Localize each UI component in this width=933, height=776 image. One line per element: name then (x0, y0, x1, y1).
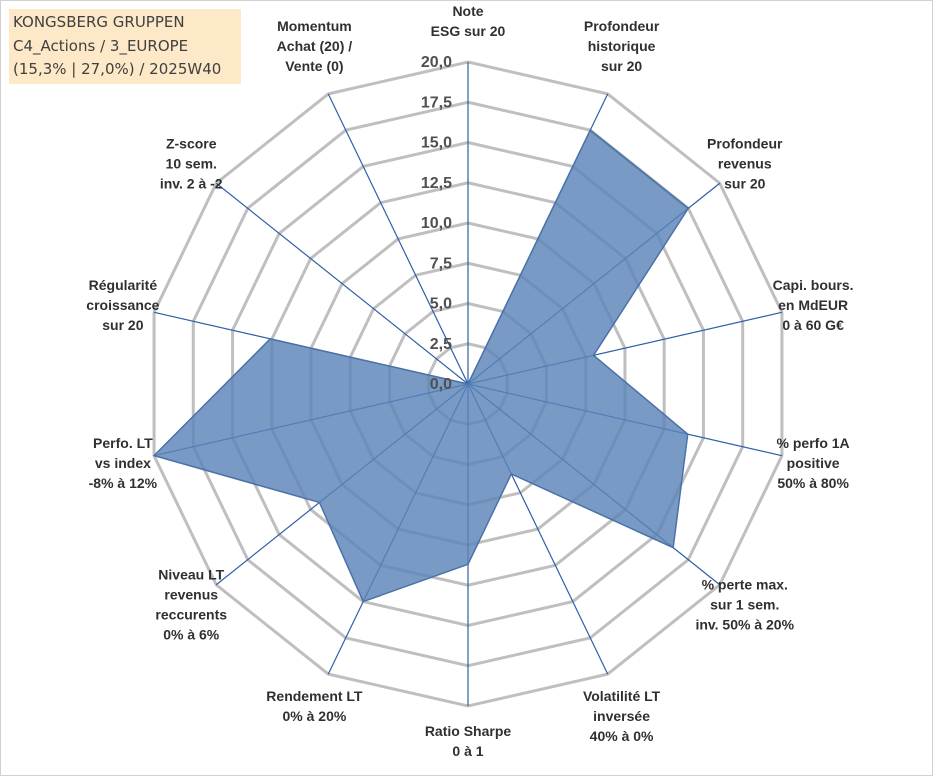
axis-label-line: reccurents (155, 607, 227, 623)
axis-label: Régularité croissance sur 20 (86, 277, 159, 333)
axis-label-line: 0% à 6% (163, 627, 220, 643)
axis-label-line: Rendement LT (266, 688, 363, 704)
axis-label-line: Profondeur (707, 135, 783, 151)
axis-label-line: 0 à 60 G€ (782, 317, 844, 333)
axis-spoke (327, 93, 469, 385)
tick-label: 7,5 (430, 255, 452, 272)
axis-label-line: vs index (95, 455, 151, 471)
axis-label: Perfo. LT vs index -8% à 12% (89, 435, 158, 491)
axis-spoke (215, 182, 469, 385)
axis-label-line: 0 à 1 (452, 743, 483, 759)
axis-label: Niveau LT revenus reccurents 0% à 6% (155, 567, 227, 643)
axis-label-line: Ratio Sharpe (425, 723, 512, 739)
axis-label-line: revenus (164, 587, 218, 603)
axis-label: % perte max. sur 1 sem. inv. 50% à 20% (695, 577, 794, 633)
axis-label-line: sur 1 sem. (710, 597, 779, 613)
axis-label: Profondeur historique sur 20 (584, 18, 660, 74)
info-stats: (15,3% | 27,0%) / 2025W40 (13, 60, 222, 78)
tick-label: 5,0 (430, 296, 452, 313)
tick-label: 10,0 (421, 215, 452, 232)
axis-label-line: sur 20 (601, 58, 642, 74)
axis-label-line: Niveau LT (158, 567, 224, 583)
axis-label-line: Profondeur (584, 18, 660, 34)
axis-label-line: Volatilité LT (583, 688, 661, 704)
axis-label-line: en MdEUR (778, 297, 848, 313)
axis-label-line: -8% à 12% (89, 475, 158, 491)
axis-label: Profondeur revenus sur 20 (707, 135, 783, 191)
axis-label-line: sur 20 (102, 317, 143, 333)
axis-label: Volatilité LT inversée 40% à 0% (583, 688, 661, 744)
tick-label: 15,0 (421, 135, 452, 152)
info-box: KONGSBERG GRUPPEN C4_Actions / 3_EUROPE … (9, 9, 241, 84)
axis-label-line: Z-score (166, 135, 217, 151)
axis-label-line: historique (588, 38, 656, 54)
info-company-name: KONGSBERG GRUPPEN (13, 13, 185, 31)
axis-label: Ratio Sharpe 0 à 1 (425, 723, 512, 759)
tick-label: 20,0 (421, 54, 452, 71)
tick-label: 2,5 (430, 336, 452, 353)
axis-label-line: % perfo 1A (777, 435, 850, 451)
axis-label-line: Note (452, 3, 483, 19)
axis-label: % perfo 1A positive 50% à 80% (777, 435, 850, 491)
axis-label-line: % perte max. (702, 577, 788, 593)
axis-label-line: Régularité (89, 277, 158, 293)
axis-label: Momentum Achat (20) / Vente (0) (277, 18, 353, 74)
axis-label-line: 40% à 0% (590, 728, 654, 744)
tick-label: 0,0 (430, 376, 452, 393)
axis-label-line: Vente (0) (285, 58, 343, 74)
axis-label-line: 50% à 80% (777, 475, 849, 491)
axis-label-line: Capi. bours. (773, 277, 854, 293)
axis-label: Rendement LT 0% à 20% (266, 688, 363, 724)
axis-label-line: revenus (718, 155, 772, 171)
axis-label-line: 10 sem. (166, 155, 217, 171)
axis-label-line: Momentum (277, 18, 352, 34)
tick-label: 17,5 (421, 94, 452, 111)
axis-label-line: croissance (86, 297, 159, 313)
axis-label-line: ESG sur 20 (431, 23, 506, 39)
axis-label-line: inv. 50% à 20% (695, 617, 794, 633)
axis-label: Z-score 10 sem. inv. 2 à -2 (160, 135, 223, 191)
info-category: C4_Actions / 3_EUROPE (13, 36, 189, 55)
axis-label-line: Perfo. LT (93, 435, 153, 451)
axis-label: Note ESG sur 20 (431, 3, 506, 39)
axis-label-line: sur 20 (724, 175, 765, 191)
axis-label-line: positive (787, 455, 840, 471)
axis-label-line: inv. 2 à -2 (160, 175, 223, 191)
tick-label: 12,5 (421, 175, 452, 192)
axis-label-line: 0% à 20% (282, 708, 346, 724)
axis-label: Capi. bours. en MdEUR 0 à 60 G€ (773, 277, 854, 333)
axis-label-line: Achat (20) / (277, 38, 353, 54)
axis-label-line: inversée (593, 708, 650, 724)
